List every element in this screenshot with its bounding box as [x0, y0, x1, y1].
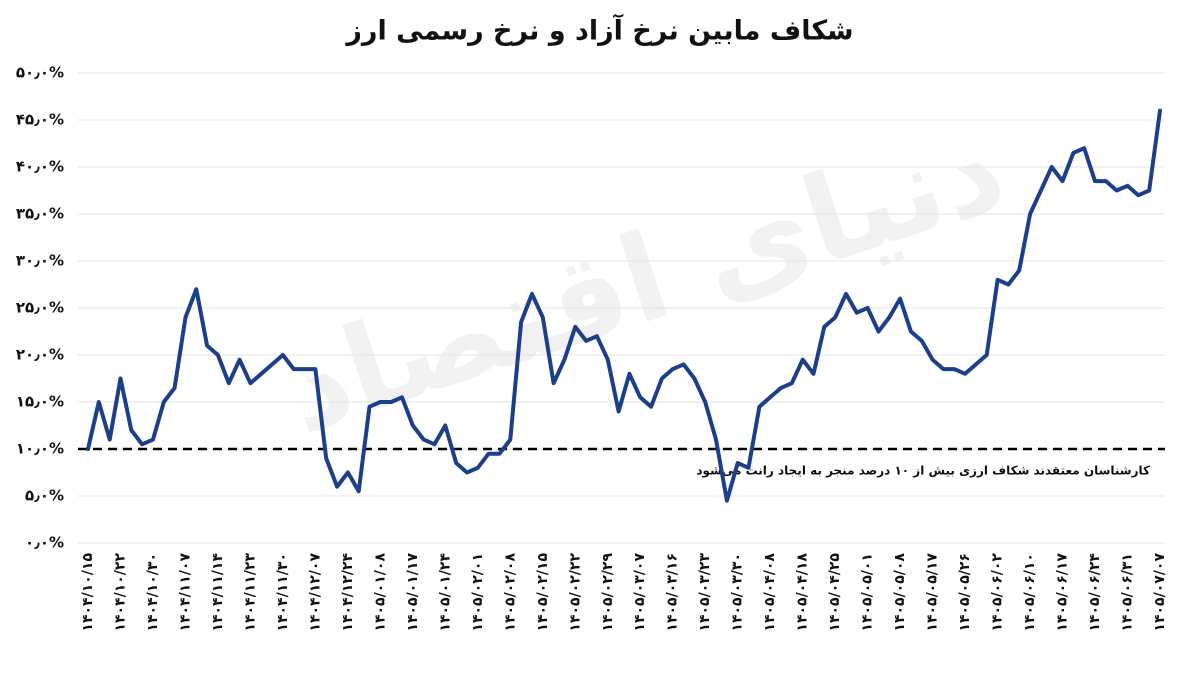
- x-tick-label: ۱۴۰۵/۰۲/۲۲: [567, 553, 583, 632]
- y-tick-label: ۲۵٫۰%: [16, 299, 64, 317]
- chart-title: شکاف مابین نرخ آزاد و نرخ رسمی ارز: [344, 14, 853, 47]
- x-tick-label: ۱۴۰۵/۰۴/۲۵: [827, 553, 843, 632]
- x-tick-label: ۱۴۰۵/۰۲/۱۵: [535, 553, 551, 632]
- x-tick-label: ۱۴۰۵/۰۵/۰۱: [860, 553, 876, 632]
- x-tick-label: ۱۴۰۵/۰۶/۱۷: [1055, 553, 1071, 632]
- x-tick-label: ۱۴۰۵/۰۷/۰۷: [1152, 553, 1168, 632]
- x-tick-label: ۱۴۰۵/۰۶/۰۲: [990, 553, 1006, 632]
- x-tick-label: ۱۴۰۵/۰۱/۲۴: [437, 553, 453, 632]
- x-tick-label: ۱۴۰۵/۰۶/۳۱: [1120, 553, 1136, 632]
- x-tick-label: ۱۴۰۵/۰۶/۱۰: [1022, 553, 1038, 632]
- x-tick-label: ۱۴۰۵/۰۱/۱۷: [405, 553, 421, 632]
- x-tick-label: ۱۴۰۴/۱۰/۱۵: [80, 553, 96, 632]
- x-tick-label: ۱۴۰۵/۰۵/۱۷: [925, 553, 941, 632]
- x-tick-label: ۱۴۰۴/۱۲/۰۷: [307, 553, 323, 632]
- y-tick-label: ۴۵٫۰%: [16, 111, 64, 129]
- y-tick-label: ۱۵٫۰%: [16, 393, 64, 411]
- x-tick-label: ۱۴۰۴/۱۲/۲۴: [340, 553, 356, 632]
- x-tick-label: ۱۴۰۴/۱۰/۲۲: [112, 553, 128, 632]
- x-tick-label: ۱۴۰۵/۰۳/۱۶: [665, 553, 681, 632]
- x-tick-label: ۱۴۰۵/۰۴/۰۸: [762, 553, 778, 632]
- y-tick-label: ۳۰٫۰%: [16, 252, 64, 270]
- x-tick-label: ۱۴۰۵/۰۱/۰۸: [372, 553, 388, 632]
- x-tick-label: ۱۴۰۵/۰۳/۲۳: [697, 553, 713, 632]
- y-tick-label: ۵٫۰%: [25, 487, 64, 505]
- y-tick-label: ۲۰٫۰%: [16, 346, 64, 364]
- x-tick-label: ۱۴۰۴/۱۱/۱۴: [210, 553, 226, 632]
- y-tick-label: ۰٫۰%: [25, 534, 64, 552]
- annotation: کارشناسان معتقدند شکاف ارزی بیش از ۱۰ در…: [696, 464, 1150, 479]
- x-tick-label: ۱۴۰۵/۰۳/۰۷: [632, 553, 648, 632]
- x-tick-label: ۱۴۰۵/۰۵/۰۸: [892, 553, 908, 632]
- x-tick-label: ۱۴۰۵/۰۲/۲۹: [600, 553, 616, 632]
- data-line: [86, 108, 1162, 503]
- x-tick-label: ۱۴۰۵/۰۶/۲۴: [1087, 553, 1103, 632]
- x-tick-label: ۱۴۰۴/۱۱/۰۷: [177, 553, 193, 632]
- x-tick-label: ۱۴۰۴/۱۰/۳۰: [145, 553, 161, 632]
- x-tick-label: ۱۴۰۵/۰۴/۱۸: [795, 553, 811, 632]
- x-tick-label: ۱۴۰۵/۰۵/۲۶: [957, 553, 973, 632]
- x-tick-label: ۱۴۰۴/۱۱/۳۰: [275, 553, 291, 632]
- x-tick-label: ۱۴۰۵/۰۳/۳۰: [730, 553, 746, 632]
- watermark: دنیای اقتصاد: [268, 99, 1020, 462]
- x-tick-label: ۱۴۰۵/۰۲/۰۱: [470, 553, 486, 632]
- y-tick-label: ۴۰٫۰%: [16, 158, 64, 176]
- y-tick-label: ۱۰٫۰%: [16, 440, 64, 458]
- y-tick-label: ۵۰٫۰%: [16, 64, 64, 82]
- x-tick-label: ۱۴۰۴/۱۱/۲۳: [242, 553, 258, 632]
- y-tick-label: ۳۵٫۰%: [16, 205, 64, 223]
- x-tick-label: ۱۴۰۵/۰۲/۰۸: [502, 553, 518, 632]
